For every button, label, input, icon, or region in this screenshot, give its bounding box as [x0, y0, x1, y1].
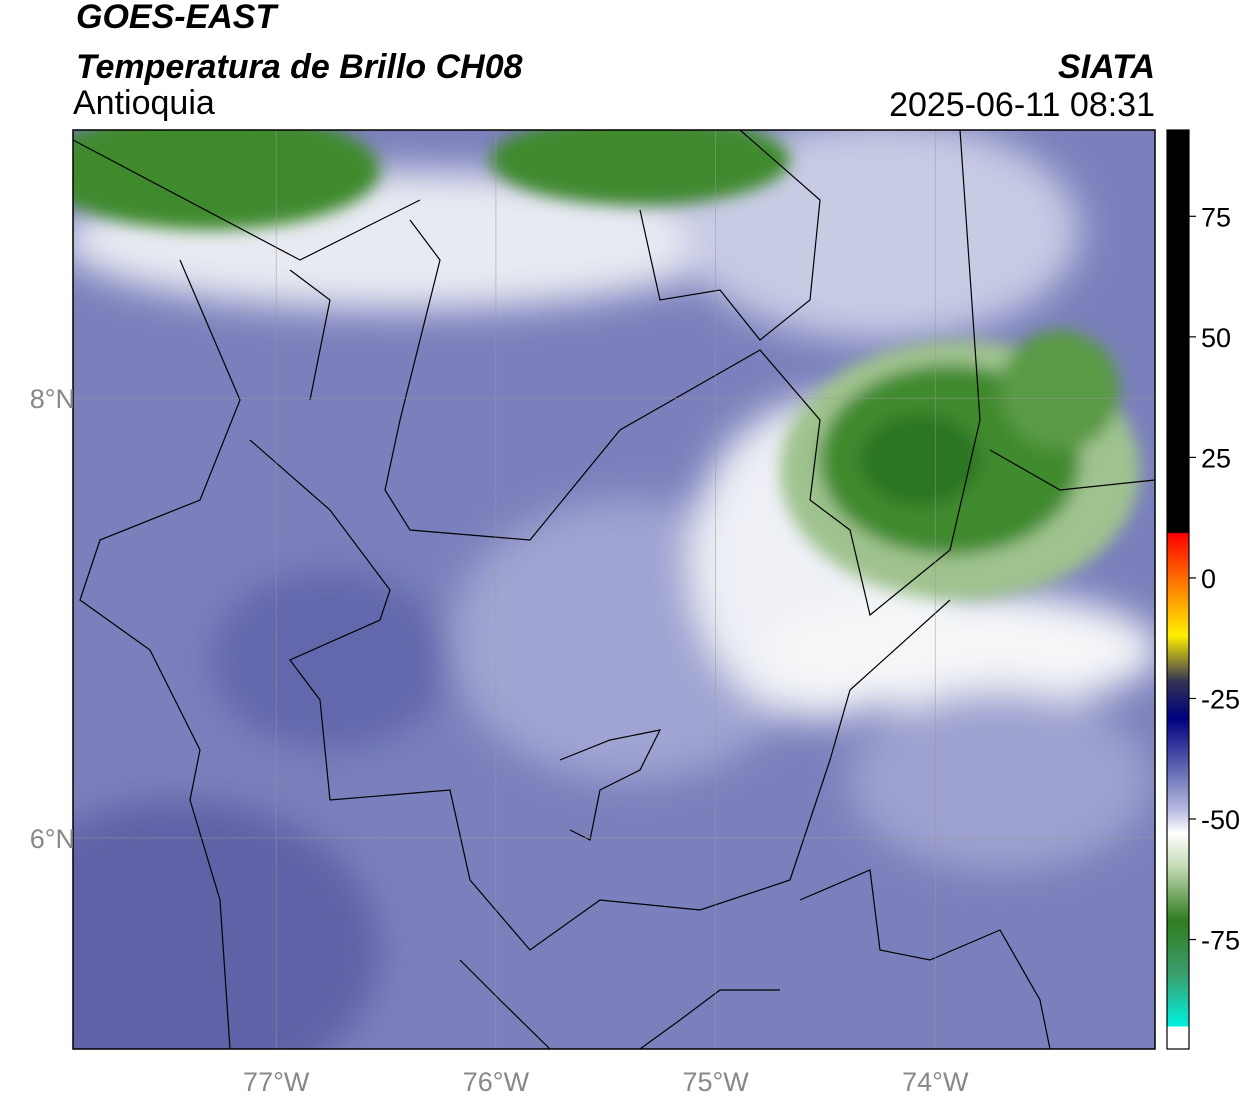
region: Antioquia — [73, 84, 215, 122]
subtitle: Temperatura de Brillo CH08 — [76, 48, 523, 86]
colorbar-tick-label: -50 — [1201, 805, 1240, 835]
colorbar-tick-label: -75 — [1201, 926, 1240, 956]
source: SIATA — [1058, 48, 1155, 86]
x-tick-label: 74°W — [902, 1067, 969, 1097]
colorbar-tick-label: -25 — [1201, 684, 1240, 714]
title: GOES-EAST — [76, 0, 279, 36]
x-tick-label: 76°W — [463, 1067, 530, 1097]
colorbar-tick-label: 0 — [1201, 564, 1216, 594]
map-frame — [72, 129, 1156, 1050]
satellite-image — [73, 130, 1155, 1049]
colorbar-tick-label: 75 — [1201, 202, 1231, 232]
colorbar-tick-label: 25 — [1201, 443, 1231, 473]
colorbar-tick-label: 50 — [1201, 323, 1231, 353]
colorbar — [1166, 129, 1190, 1050]
y-tick-label: 6°N — [30, 824, 75, 854]
x-tick-label: 77°W — [243, 1067, 310, 1097]
y-tick-label: 8°N — [30, 384, 75, 414]
x-tick-label: 75°W — [682, 1067, 749, 1097]
timestamp: 2025-06-11 08:31 — [889, 86, 1155, 124]
